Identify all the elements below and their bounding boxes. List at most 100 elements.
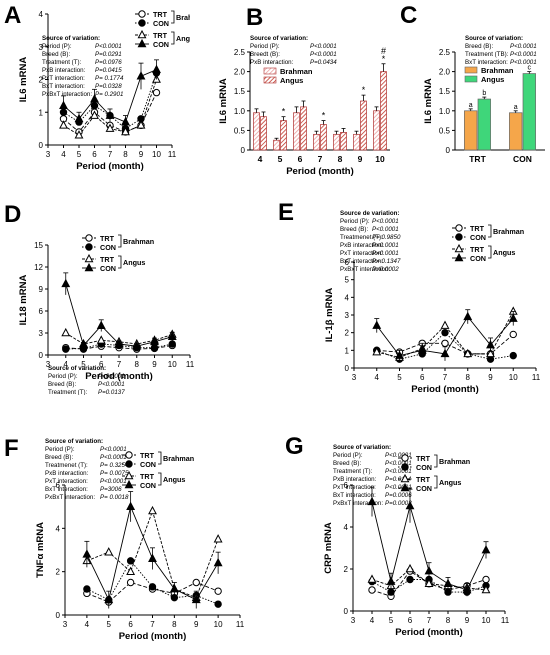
significance-letter: a xyxy=(514,104,518,111)
panel-F: 0 2 4 6 3 4 5 6 7 8 9 10 11 Period (month) TNFα mRNA So… xyxy=(0,425,265,650)
data-point xyxy=(61,327,71,337)
x-axis-label: Period (month) xyxy=(411,384,479,395)
data-point xyxy=(62,345,70,353)
legend-marker xyxy=(454,243,464,253)
significance-mark: * xyxy=(382,54,386,64)
stats-title: Source of variation: xyxy=(333,444,391,451)
stats-label: PxBxT interaction: xyxy=(42,91,92,98)
legend-label: TRT xyxy=(100,234,115,243)
bar-angus xyxy=(522,73,536,151)
stats-label: Breed (B): xyxy=(45,454,73,461)
x-tick-label: 5 xyxy=(81,360,86,369)
x-tick-label: 3 xyxy=(46,360,51,369)
stats-value: P<0.0001 xyxy=(510,59,537,66)
data-point xyxy=(486,348,495,358)
y-tick-label: 2 xyxy=(56,568,61,577)
stats-label: PxB interaction: xyxy=(250,59,294,66)
x-tick-label: 8 xyxy=(123,150,128,159)
y-tick-label: 0.5 xyxy=(439,126,451,135)
y-axis-label: IL-1β mRNA xyxy=(324,288,335,342)
stats-value: P<0.0001 xyxy=(372,226,399,233)
chart-svg: 0 2 4 6 3 4 5 6 7 8 9 10 11 Period (month) TNFα mRNA So… xyxy=(35,438,245,642)
x-tick-label: 8 xyxy=(338,154,343,164)
bar-brahman xyxy=(353,133,360,151)
legend-bracket xyxy=(158,451,162,465)
y-tick-label: 0 xyxy=(56,611,61,620)
legend-marker xyxy=(138,19,146,27)
x-tick-label: 5 xyxy=(278,154,283,164)
stats-box: Source de variation:Period (P): P<0.0001B… xyxy=(340,210,401,273)
legend-label: CON xyxy=(100,243,116,252)
legend-group: Angus xyxy=(493,248,515,257)
data-point xyxy=(148,553,157,562)
x-tick-label: 3 xyxy=(63,620,68,629)
stats-value: P=0.0291 xyxy=(95,51,122,58)
data-point xyxy=(79,340,88,349)
panel-C: 0 0.5 1.0 1.5 2.0 2.5 a b TRT a c CON IL6 mRNA Source… xyxy=(395,0,550,190)
stats-label: Period (P): xyxy=(340,218,370,225)
x-tick-label: 8 xyxy=(135,360,140,369)
x-tick-label: 5 xyxy=(77,150,82,159)
legend-group: Angus xyxy=(123,258,145,267)
series-angus-con xyxy=(61,272,177,350)
stats-label: Treatment (T): xyxy=(42,59,82,66)
stats-label: Breed (B): xyxy=(48,381,76,388)
data-point xyxy=(213,557,223,567)
stats-label: PxB interaction: xyxy=(42,67,86,74)
data-point xyxy=(132,341,142,350)
legend-label: TRT xyxy=(140,451,155,460)
stats-label: Treatmenet (T): xyxy=(45,462,88,469)
legend-label: TRT xyxy=(416,454,431,463)
data-point xyxy=(152,88,161,97)
y-tick-label: 12 xyxy=(34,263,43,272)
data-point xyxy=(440,348,450,358)
significance-letter: b xyxy=(482,90,486,97)
bar-angus xyxy=(340,132,347,151)
legend-group: Angus xyxy=(163,475,185,484)
data-point xyxy=(114,338,124,348)
data-point xyxy=(61,278,71,288)
data-point xyxy=(105,110,115,119)
legend-marker xyxy=(401,454,409,462)
x-tick-label: 10 xyxy=(482,616,491,625)
data-point xyxy=(148,505,157,515)
stats-value: P<0.0001 xyxy=(100,454,127,461)
stats-value: P<0.0001 xyxy=(510,43,537,50)
legend-label: CON xyxy=(153,19,169,28)
x-tick-label: 6 xyxy=(298,154,303,164)
stats-label: Breed (B): xyxy=(465,43,493,50)
bar-brahman xyxy=(373,110,380,151)
stats-label: BxT interaction: xyxy=(42,83,85,90)
panel-A: 0 1 2 3 4 3 4 5 6 7 8 9 10 11 Period (month) IL6 mRNA So… xyxy=(0,0,207,190)
y-tick-label: 6 xyxy=(39,307,44,316)
bar-angus xyxy=(380,71,387,151)
y-axis-label: TNFα mRNA xyxy=(35,522,46,578)
x-tick-label: 9 xyxy=(194,620,199,629)
stats-value: P= 0.9850 xyxy=(372,234,401,241)
data-point xyxy=(148,583,157,591)
y-tick-label: 2.0 xyxy=(234,68,246,77)
stats-value: P=0.0006 xyxy=(385,492,412,499)
legend-swatch xyxy=(464,66,478,74)
legend-label: Angus xyxy=(481,75,504,84)
x-tick-label: 4 xyxy=(258,154,263,164)
x-tick-label: 10 xyxy=(168,360,177,369)
data-point xyxy=(482,575,490,584)
legend-swatch xyxy=(464,75,478,83)
legend-bracket xyxy=(118,255,122,269)
x-tick-label: CON xyxy=(513,154,532,164)
data-point xyxy=(405,500,415,510)
legend-marker xyxy=(125,460,133,468)
x-tick-label: 10 xyxy=(152,150,161,159)
y-tick-label: 15 xyxy=(34,241,43,250)
y-tick-label: 4 xyxy=(345,293,350,302)
y-tick-label: 9 xyxy=(39,285,44,294)
series-angus-con xyxy=(372,309,518,361)
stats-value: P= 0.0018 xyxy=(100,494,129,501)
y-tick-label: 6 xyxy=(56,481,61,490)
legend-bracket xyxy=(171,31,175,45)
x-tick-label: 6 xyxy=(92,150,97,159)
stats-value: P<0.0001 xyxy=(385,484,412,491)
